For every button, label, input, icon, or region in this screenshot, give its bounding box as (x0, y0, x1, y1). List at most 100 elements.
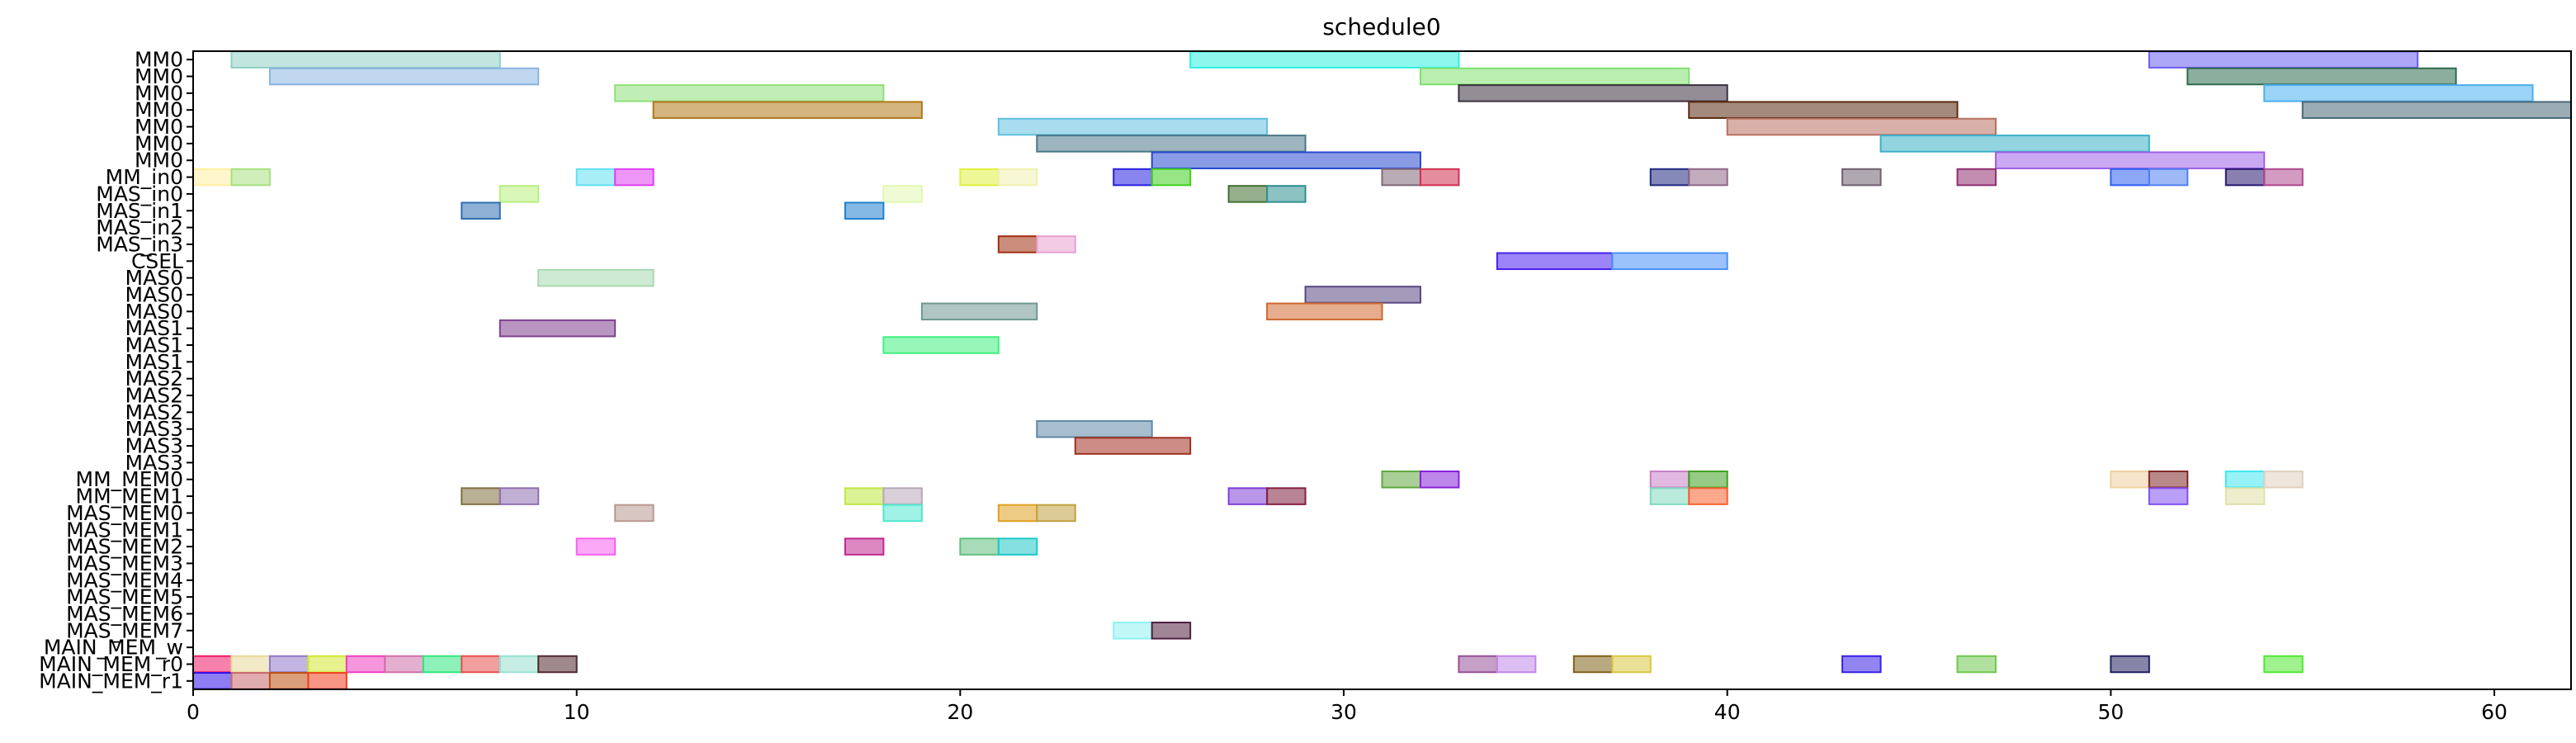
task-bar (1304, 286, 1421, 304)
task-bar (920, 302, 1038, 321)
task-bar (268, 672, 310, 690)
task-bar (2224, 487, 2266, 505)
y-tick-label: MAS_in0 (96, 182, 183, 206)
task-bar (537, 268, 655, 287)
y-tick-label: MM_MEM0 (76, 467, 183, 491)
y-tick-label: MM0 (135, 48, 183, 72)
task-bar (844, 537, 885, 556)
y-tick-label: MM_in0 (106, 165, 183, 189)
task-bar (614, 84, 885, 102)
task-bar (959, 168, 1000, 187)
task-bar (882, 487, 923, 505)
y-tick-label: MAS0 (125, 282, 183, 306)
task-bar (2263, 168, 2304, 187)
y-tick-label: MAS3 (125, 434, 183, 458)
plot-frame (192, 50, 2572, 690)
y-tick-label: MAS_MEM2 (66, 535, 183, 559)
task-bar (1036, 135, 1307, 153)
task-bar (1956, 655, 1997, 674)
task-bar (1649, 168, 1690, 187)
task-bar (2148, 168, 2189, 187)
task-bar (192, 672, 233, 690)
task-bar (1266, 302, 1383, 321)
y-tick-label: MM0 (135, 64, 183, 88)
y-tick-label: MAS_in2 (96, 215, 183, 239)
task-bar (307, 672, 347, 690)
bars-layer (192, 50, 2573, 690)
x-axis-ticks: 0 10 20 30 40 50 60 (187, 689, 2507, 724)
task-bar (461, 655, 501, 674)
x-tick-label: 10 (564, 700, 590, 724)
y-axis-ticks: MM0MM0MM0MM0MM0MM0MM0MM_in0MAS_in0MAS_in… (39, 48, 193, 693)
task-bar (1611, 655, 1652, 674)
task-bar (1266, 185, 1307, 203)
task-bar (575, 168, 617, 187)
task-bar (1151, 168, 1192, 187)
task-bar (844, 201, 885, 220)
task-bar (268, 67, 540, 86)
task-bar (882, 185, 923, 203)
task-bar (882, 504, 923, 523)
task-bar (1227, 185, 1269, 203)
task-bar (959, 537, 1000, 556)
y-tick-label: MAS0 (125, 266, 183, 290)
task-bar (230, 168, 271, 187)
task-bar (499, 655, 540, 674)
task-bar (1649, 487, 1690, 505)
x-tick-label: 30 (1331, 700, 1357, 724)
task-bar (422, 655, 463, 674)
task-bar (1458, 655, 1498, 674)
task-bar (1419, 470, 1460, 489)
task-bar (2148, 50, 2419, 69)
task-bar (1572, 655, 1614, 674)
y-tick-label: MAS1 (125, 350, 183, 374)
task-bar (652, 101, 923, 119)
task-bar (1381, 470, 1421, 489)
task-bar (1113, 168, 1153, 187)
task-bar (1419, 168, 1460, 187)
y-tick-label: MAS_in1 (96, 199, 183, 223)
task-bar (2110, 655, 2150, 674)
task-bar (461, 201, 501, 220)
task-bar (1994, 151, 2266, 169)
task-bar (2224, 168, 2266, 187)
task-bar (2224, 470, 2266, 489)
task-bar (1036, 504, 1076, 523)
task-bar (1151, 151, 1421, 169)
task-bar (997, 235, 1038, 253)
task-bar (230, 672, 271, 690)
x-tick-label: 50 (2097, 700, 2124, 724)
task-bar (1649, 470, 1690, 489)
task-bar (1419, 67, 1690, 86)
y-tick-label: MAIN_MEM_w (44, 636, 183, 660)
y-tick-label: MM0 (135, 131, 183, 155)
task-bar (192, 168, 233, 187)
task-bar (192, 655, 233, 674)
task-bar (345, 655, 386, 674)
task-bar (1611, 252, 1728, 271)
task-bar (1879, 135, 2150, 153)
task-bar (307, 655, 347, 674)
y-tick-label: MAS_in3 (96, 232, 183, 256)
task-bar (384, 655, 424, 674)
task-bar (2263, 470, 2304, 489)
task-bar (230, 655, 271, 674)
task-bar (1688, 101, 1959, 119)
task-bar (1266, 487, 1307, 505)
y-tick-label: MM0 (135, 149, 183, 173)
y-tick-label: MAS0 (125, 300, 183, 324)
task-bar (499, 185, 540, 203)
y-tick-label: MAS2 (125, 384, 183, 408)
task-bar (1151, 622, 1192, 640)
task-bar (461, 487, 501, 505)
chart-title: schedule0 (1322, 13, 1440, 40)
x-tick-label: 60 (2481, 700, 2507, 724)
task-bar (1381, 168, 1421, 187)
task-bar (2148, 487, 2189, 505)
x-tick-label: 20 (947, 700, 973, 724)
task-bar (1956, 168, 1997, 187)
task-bar (1036, 235, 1076, 253)
task-bar (1074, 437, 1192, 455)
task-bar (997, 504, 1038, 523)
